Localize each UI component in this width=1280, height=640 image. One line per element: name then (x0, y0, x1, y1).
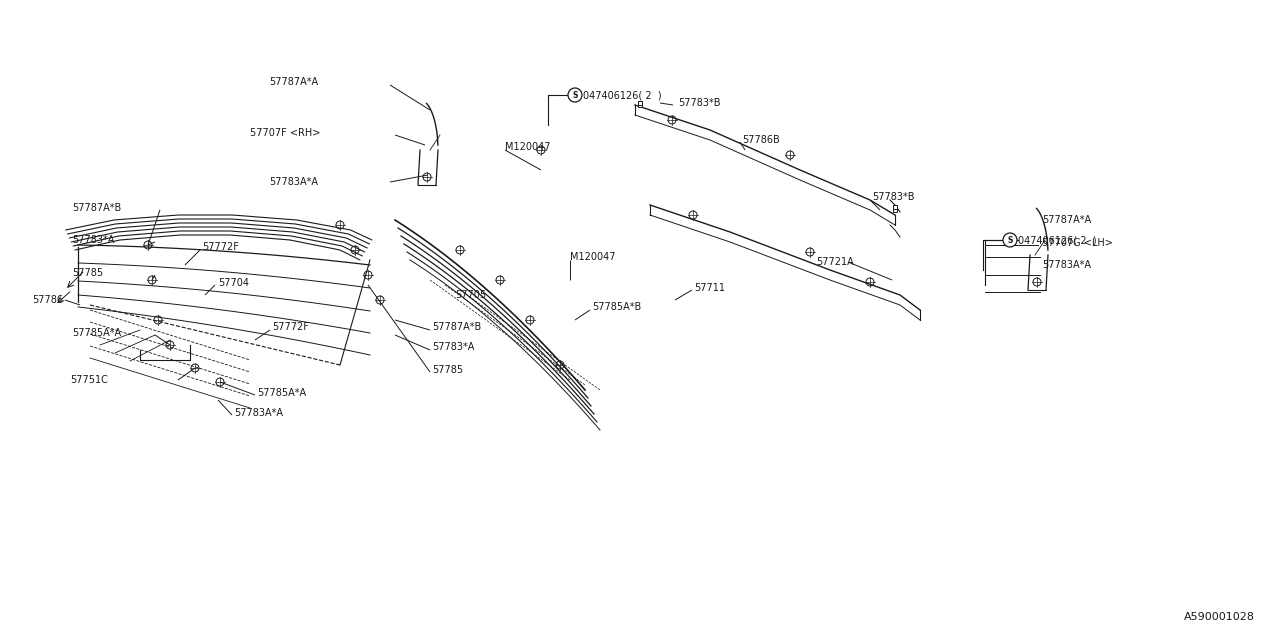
Text: 57787A*B: 57787A*B (433, 322, 481, 332)
Text: 57785A*B: 57785A*B (593, 302, 641, 312)
Text: 57783A*A: 57783A*A (1042, 260, 1091, 270)
Text: 57783*A: 57783*A (72, 235, 114, 245)
Text: 57786B: 57786B (742, 135, 780, 145)
Text: 57787A*A: 57787A*A (1042, 215, 1091, 225)
Text: 57704: 57704 (218, 278, 250, 288)
Bar (893, 205, 897, 209)
Text: 047406126( 2  ): 047406126( 2 ) (582, 90, 662, 100)
Bar (637, 101, 643, 105)
Text: M120047: M120047 (506, 142, 550, 152)
Text: 57787A*A: 57787A*A (269, 77, 317, 87)
Text: S: S (572, 90, 577, 99)
Text: 57707G <LH>: 57707G <LH> (1042, 238, 1112, 248)
Text: 57751C: 57751C (70, 375, 108, 385)
Text: M120047: M120047 (570, 252, 616, 262)
Text: 57785: 57785 (72, 268, 104, 278)
Text: 57787A*B: 57787A*B (72, 203, 122, 213)
Text: 57785A*A: 57785A*A (257, 388, 306, 398)
Text: 57783A*A: 57783A*A (269, 177, 317, 187)
Text: A590001028: A590001028 (1184, 612, 1254, 622)
Text: 57772F: 57772F (202, 242, 239, 252)
Text: 57785A*A: 57785A*A (72, 328, 122, 338)
Text: 57783*B: 57783*B (872, 192, 914, 202)
Circle shape (1004, 233, 1018, 247)
Text: 57721A: 57721A (817, 257, 854, 267)
Bar (637, 101, 643, 105)
Text: 57785: 57785 (433, 365, 463, 375)
Text: 57772F: 57772F (273, 322, 308, 332)
Circle shape (568, 88, 582, 102)
Text: 57783*B: 57783*B (678, 98, 721, 108)
Text: 57705: 57705 (454, 290, 486, 300)
Text: 57707F <RH>: 57707F <RH> (250, 128, 320, 138)
Bar (893, 208, 897, 212)
Text: 57783A*A: 57783A*A (234, 408, 283, 418)
Text: 047406126( 2  ): 047406126( 2 ) (1018, 235, 1097, 245)
Text: 57783*A: 57783*A (433, 342, 475, 352)
Text: 57786: 57786 (32, 295, 63, 305)
Text: 57711: 57711 (694, 283, 724, 293)
Bar (637, 103, 643, 107)
Text: S: S (1007, 236, 1012, 244)
